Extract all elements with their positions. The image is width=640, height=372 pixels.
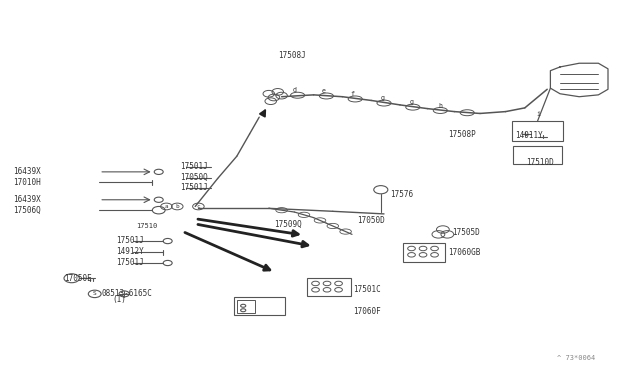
Text: 17060F: 17060F — [353, 307, 381, 316]
Text: (1): (1) — [112, 295, 126, 304]
Text: a: a — [164, 204, 168, 209]
Text: 17060GB: 17060GB — [448, 248, 481, 257]
Bar — [307, 278, 351, 296]
Text: f: f — [350, 91, 354, 97]
Text: 17501J: 17501J — [116, 236, 144, 245]
Bar — [234, 297, 285, 315]
Bar — [513, 146, 562, 164]
Text: g: g — [410, 99, 413, 105]
Bar — [403, 243, 445, 262]
Text: 17050E: 17050E — [64, 274, 92, 283]
Text: 17576: 17576 — [390, 190, 413, 199]
Bar — [512, 121, 563, 141]
Text: 17010H: 17010H — [13, 178, 40, 187]
Text: 17501J: 17501J — [116, 258, 144, 267]
Bar — [237, 300, 255, 313]
Text: 17505D: 17505D — [452, 228, 479, 237]
Text: ^ 73*0064: ^ 73*0064 — [557, 355, 595, 361]
Text: 17508J: 17508J — [278, 51, 306, 60]
Text: 14912Y: 14912Y — [116, 247, 144, 256]
Text: h: h — [438, 103, 442, 109]
Text: 17501C: 17501C — [353, 285, 381, 294]
Text: 08513-6165C: 08513-6165C — [101, 289, 152, 298]
Text: 17050Q: 17050Q — [180, 173, 208, 182]
Text: g: g — [381, 95, 385, 101]
Text: e: e — [321, 88, 325, 94]
Text: c: c — [196, 204, 200, 209]
Text: 17501J: 17501J — [180, 183, 208, 192]
Text: 17506Q: 17506Q — [13, 206, 40, 215]
Text: 17508P: 17508P — [448, 130, 476, 139]
Text: S: S — [93, 291, 97, 296]
Text: 17509Q: 17509Q — [274, 220, 301, 229]
Text: 17050D: 17050D — [357, 216, 385, 225]
Text: i: i — [536, 111, 540, 117]
Text: 17510D: 17510D — [526, 158, 554, 167]
Text: 17501J: 17501J — [180, 162, 208, 171]
Text: 14911Y: 14911Y — [515, 131, 543, 140]
Text: 17510: 17510 — [136, 223, 157, 229]
Text: 16439X: 16439X — [13, 167, 40, 176]
Text: d: d — [292, 87, 296, 93]
Text: b: b — [175, 204, 179, 209]
Text: 16439X: 16439X — [13, 195, 40, 204]
